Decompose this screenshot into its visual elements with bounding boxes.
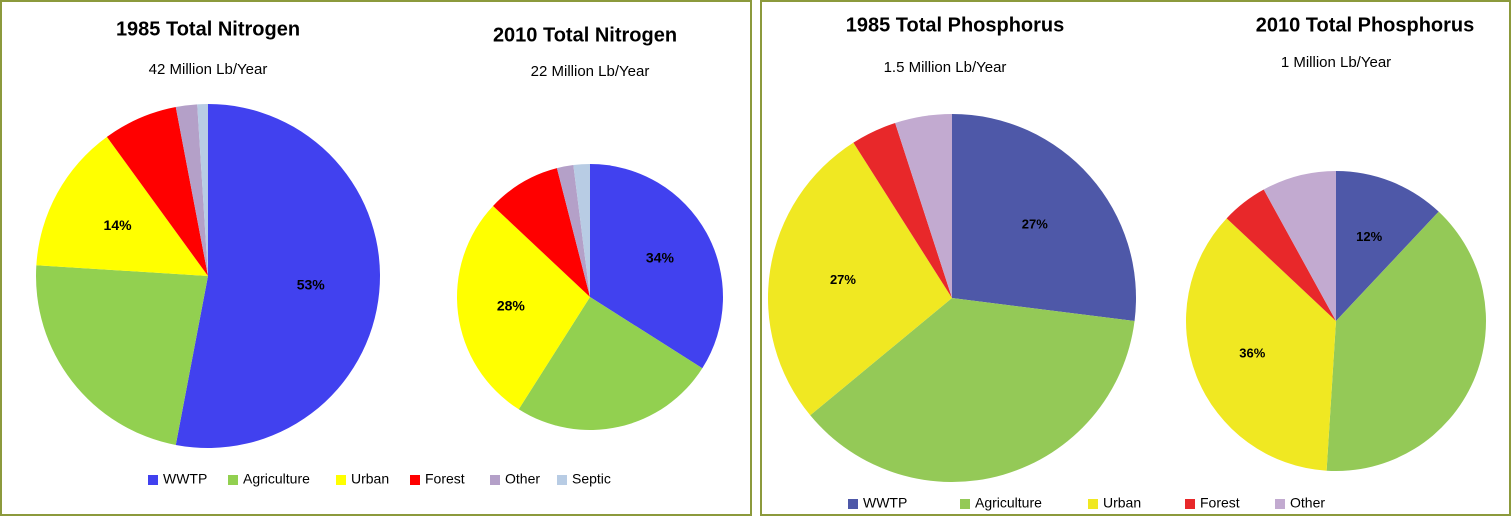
legend-label: Septic — [572, 471, 611, 487]
chart-title: 2010 Total Phosphorus — [1256, 14, 1475, 36]
chart-title: 2010 Total Nitrogen — [493, 24, 677, 46]
data-label: 28% — [497, 298, 526, 314]
legend-swatch — [1275, 499, 1285, 509]
data-label: 12% — [1356, 229, 1382, 244]
pie-slice — [590, 164, 723, 369]
legend-swatch — [960, 499, 970, 509]
pie-slice — [175, 104, 381, 448]
pie-slice — [810, 298, 1135, 482]
pie-slice — [1336, 171, 1439, 321]
chart-subtitle: 1 Million Lb/Year — [1281, 54, 1391, 71]
data-label: 53% — [297, 276, 326, 292]
data-label: 34% — [646, 249, 675, 265]
pie-slice — [952, 114, 1136, 322]
legend-label: Other — [505, 471, 540, 487]
legend-swatch — [410, 475, 420, 485]
legend-label: WWTP — [163, 471, 207, 487]
pie-slice — [556, 165, 590, 297]
pie-slice — [36, 136, 208, 276]
legend-label: Agriculture — [243, 471, 310, 487]
legend-label: WWTP — [863, 495, 907, 511]
pie-slice — [1186, 218, 1336, 471]
pie-slice — [493, 168, 590, 297]
pie-slice — [768, 142, 952, 416]
legend-swatch — [1088, 499, 1098, 509]
pie-slice — [197, 104, 208, 276]
legend-label: Agriculture — [975, 495, 1042, 511]
legend-swatch — [148, 475, 158, 485]
data-label: 36% — [1239, 346, 1265, 361]
pie-slice — [1226, 189, 1336, 321]
legend-label: Forest — [425, 471, 465, 487]
data-label: 14% — [104, 217, 133, 233]
pie-slice — [36, 265, 208, 445]
chart-title: 1985 Total Phosphorus — [846, 14, 1065, 36]
legend-label: Urban — [351, 471, 389, 487]
legend-swatch — [490, 475, 500, 485]
legend-swatch — [1185, 499, 1195, 509]
legend-swatch — [848, 499, 858, 509]
data-label: 27% — [830, 272, 856, 287]
legend-swatch — [228, 475, 238, 485]
legend-swatch — [557, 475, 567, 485]
pie-slice — [853, 123, 952, 298]
legend-swatch — [336, 475, 346, 485]
pie-slice — [895, 114, 952, 298]
chart-subtitle: 22 Million Lb/Year — [531, 63, 650, 80]
data-label: 27% — [1022, 216, 1048, 231]
chart-subtitle: 1.5 Million Lb/Year — [884, 59, 1007, 76]
pie-slice — [106, 107, 208, 276]
legend-label: Other — [1290, 495, 1325, 511]
chart-title: 1985 Total Nitrogen — [116, 18, 300, 40]
pie-slice — [518, 297, 703, 430]
legend-label: Forest — [1200, 495, 1240, 511]
pie-slice — [175, 104, 208, 276]
legend-label: Urban — [1103, 495, 1141, 511]
pie-slice — [573, 164, 590, 297]
pie-slice — [457, 205, 590, 410]
chart-subtitle: 42 Million Lb/Year — [149, 61, 268, 78]
pie-slice — [1326, 211, 1486, 471]
pie-slice — [1263, 171, 1336, 321]
